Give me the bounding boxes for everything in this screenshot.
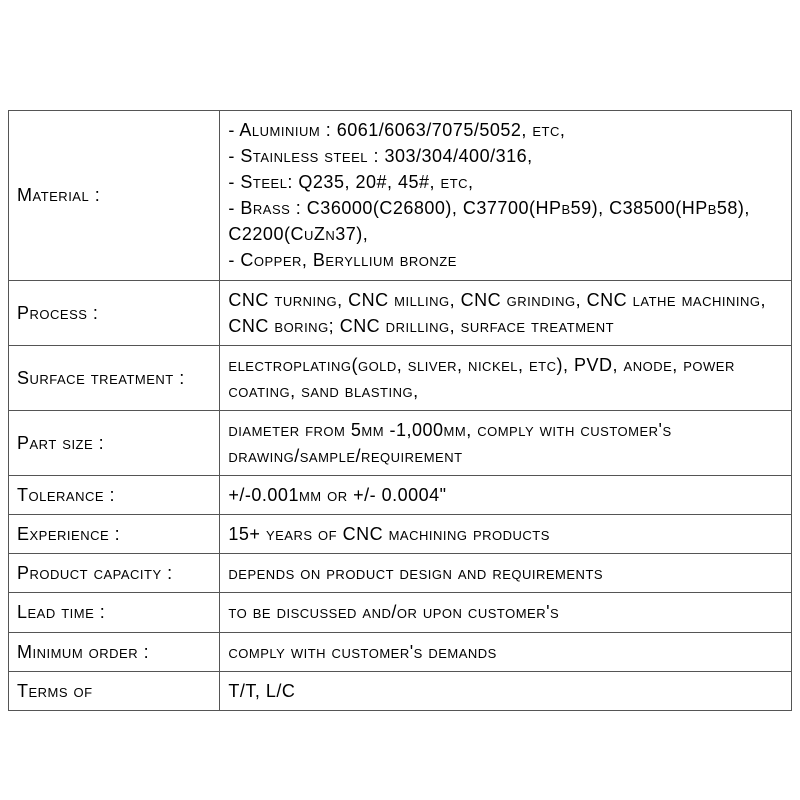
row-value-line: electroplating(gold, sliver, nickel, etc… bbox=[228, 352, 783, 404]
table-row: Experience : 15+ years of CNC machining … bbox=[9, 515, 792, 554]
row-value-line: - Brass : C36000(C26800), C37700(HPb59),… bbox=[228, 195, 783, 247]
row-value-line: diameter from 5mm -1,000mm, comply with … bbox=[228, 417, 783, 469]
row-value: +/-0.001mm or +/- 0.0004" bbox=[220, 476, 792, 515]
table-row: Minimum order : comply with customer's de… bbox=[9, 632, 792, 671]
row-value: T/T, L/C bbox=[220, 671, 792, 710]
row-value: depends on product design and requiremen… bbox=[220, 554, 792, 593]
row-value-line: - Steel: Q235, 20#, 45#, etc, bbox=[228, 169, 783, 195]
table-row: Process :CNC turning, CNC milling, CNC g… bbox=[9, 280, 792, 345]
spec-table: Material :- Aluminium : 6061/6063/7075/5… bbox=[8, 110, 792, 711]
table-row: Product capacity : depends on product des… bbox=[9, 554, 792, 593]
row-label: Minimum order : bbox=[9, 632, 220, 671]
row-label: Product capacity : bbox=[9, 554, 220, 593]
spec-table-container: Material :- Aluminium : 6061/6063/7075/5… bbox=[0, 0, 800, 711]
row-value: diameter from 5mm -1,000mm, comply with … bbox=[220, 410, 792, 475]
row-label: Material : bbox=[9, 111, 220, 281]
row-value-line: CNC turning, CNC milling, CNC grinding, … bbox=[228, 287, 783, 339]
row-label: Lead time : bbox=[9, 593, 220, 632]
table-row: Terms of T/T, L/C bbox=[9, 671, 792, 710]
row-label: Tolerance : bbox=[9, 476, 220, 515]
table-row: Tolerance : +/-0.001mm or +/- 0.0004" bbox=[9, 476, 792, 515]
row-value: CNC turning, CNC milling, CNC grinding, … bbox=[220, 280, 792, 345]
row-value-line: 15+ years of CNC machining products bbox=[228, 521, 783, 547]
row-value-line: depends on product design and requiremen… bbox=[228, 560, 783, 586]
row-value: electroplating(gold, sliver, nickel, etc… bbox=[220, 345, 792, 410]
row-label: Part size : bbox=[9, 410, 220, 475]
row-value: to be discussed and/or upon customer's bbox=[220, 593, 792, 632]
table-row: Material :- Aluminium : 6061/6063/7075/5… bbox=[9, 111, 792, 281]
row-value-line: comply with customer's demands bbox=[228, 639, 783, 665]
row-value-line: to be discussed and/or upon customer's bbox=[228, 599, 783, 625]
table-row: Surface treatment :electroplating(gold, … bbox=[9, 345, 792, 410]
table-row: Lead time : to be discussed and/or upon c… bbox=[9, 593, 792, 632]
row-label: Process : bbox=[9, 280, 220, 345]
row-value-line: - Aluminium : 6061/6063/7075/5052, etc, bbox=[228, 117, 783, 143]
row-value-line: - Stainless steel : 303/304/400/316, bbox=[228, 143, 783, 169]
row-value: - Aluminium : 6061/6063/7075/5052, etc,-… bbox=[220, 111, 792, 281]
row-value-line: - Copper, Beryllium bronze bbox=[228, 247, 783, 273]
row-label: Experience : bbox=[9, 515, 220, 554]
row-value-line: +/-0.001mm or +/- 0.0004" bbox=[228, 482, 783, 508]
row-value: 15+ years of CNC machining products bbox=[220, 515, 792, 554]
table-row: Part size :diameter from 5mm -1,000mm, c… bbox=[9, 410, 792, 475]
row-value: comply with customer's demands bbox=[220, 632, 792, 671]
row-label: Terms of bbox=[9, 671, 220, 710]
row-label: Surface treatment : bbox=[9, 345, 220, 410]
row-value-line: T/T, L/C bbox=[228, 678, 783, 704]
